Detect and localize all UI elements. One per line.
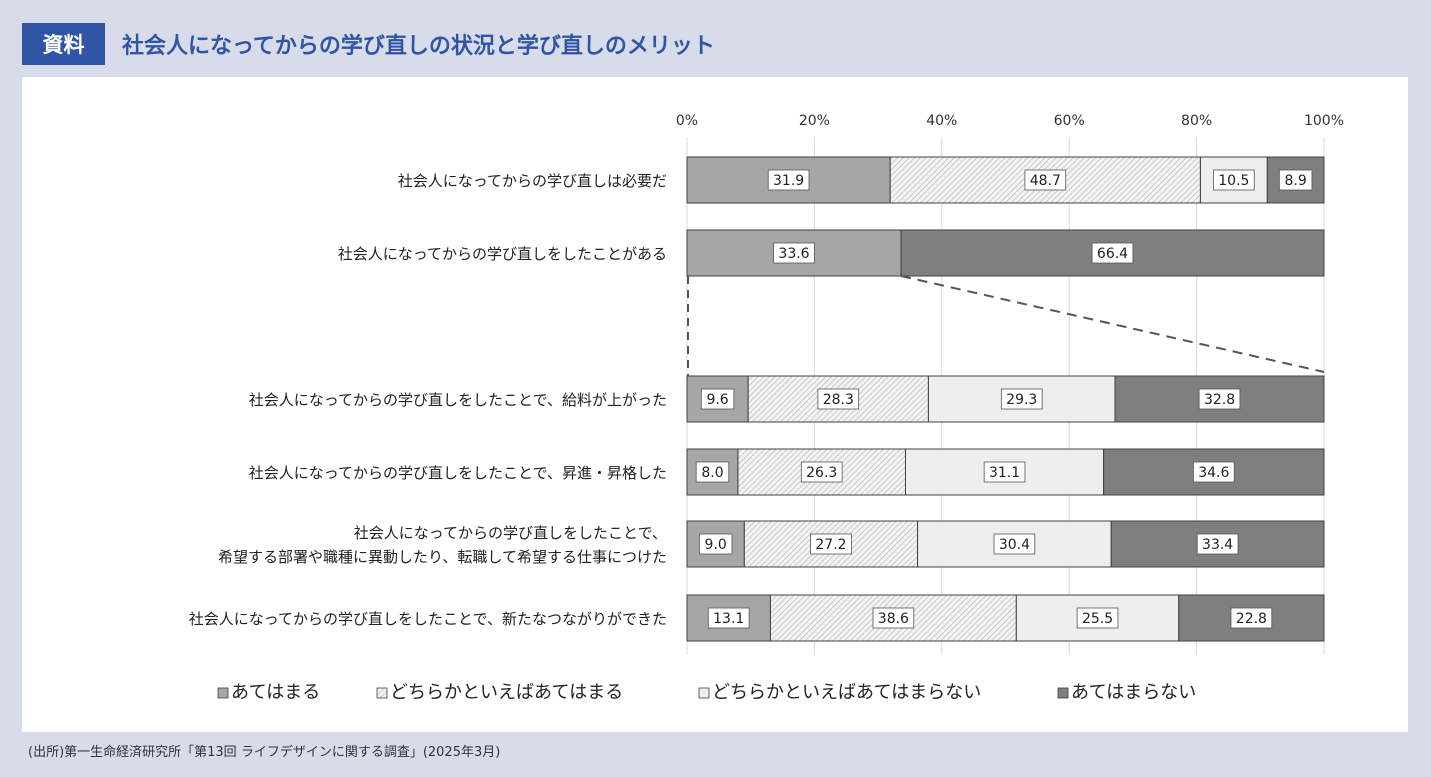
data-label-3-2: 31.1 <box>989 465 1020 481</box>
data-label-box-2-0 <box>700 388 735 410</box>
category-label-0: 社会人になってからの学び直しは必要だ <box>398 172 667 190</box>
data-label-box-4-3 <box>1196 533 1239 555</box>
data-label-3-3: 34.6 <box>1198 465 1229 481</box>
data-label-5-1: 38.6 <box>878 611 909 627</box>
data-label-5-2: 25.5 <box>1082 611 1113 627</box>
chart-title: 社会人になってからの学び直しの状況と学び直しのメリット <box>122 34 715 59</box>
data-label-box-4-1 <box>810 533 852 555</box>
tick-label-0: 0% <box>676 113 698 129</box>
data-label-box-5-1 <box>872 607 915 629</box>
data-label-box-0-3 <box>1278 169 1313 191</box>
data-label-box-4-0 <box>698 533 733 555</box>
header: 資料 社会人になってからの学び直しの状況と学び直しのメリット <box>22 23 715 65</box>
data-label-2-2: 29.3 <box>1006 392 1037 408</box>
category-label-3: 社会人になってからの学び直しをしたことで、昇進・昇格した <box>249 464 667 482</box>
category-label-4-line-0: 社会人になってからの学び直しをしたことで、 <box>354 524 667 542</box>
data-label-4-1: 27.2 <box>815 537 846 553</box>
data-label-box-0-1 <box>1024 169 1067 191</box>
data-label-0-1: 48.7 <box>1030 173 1061 189</box>
legend-swatch-0 <box>217 687 229 699</box>
bar-segment-1-1 <box>900 229 1325 277</box>
data-label-box-2-3 <box>1198 388 1241 410</box>
data-label-1-0: 33.6 <box>778 246 809 262</box>
data-label-box-1-0 <box>773 242 815 264</box>
data-label-2-1: 28.3 <box>823 392 854 408</box>
data-label-4-0: 9.0 <box>705 537 727 553</box>
legend-swatch-3 <box>1057 687 1069 699</box>
data-label-0-2: 10.5 <box>1218 173 1249 189</box>
data-label-box-3-0 <box>695 461 730 483</box>
data-label-box-5-0 <box>707 607 750 629</box>
bar-segment-0-2 <box>1199 156 1268 204</box>
data-label-5-0: 13.1 <box>713 611 744 627</box>
legend-label-2: どちらかといえばあてはまらない <box>712 682 981 703</box>
data-label-box-0-0 <box>767 169 810 191</box>
category-label-4-line-1: 希望する部署や職種に異動したり、転職して希望する仕事につけた <box>218 548 667 566</box>
data-label-1-1: 66.4 <box>1097 246 1128 262</box>
header-tag: 資料 <box>22 23 105 65</box>
data-label-box-3-3 <box>1192 461 1235 483</box>
legend-swatch-2 <box>698 687 710 699</box>
tick-label-80: 80% <box>1181 113 1212 129</box>
tick-label-100: 100% <box>1304 113 1344 129</box>
data-label-box-5-2 <box>1076 607 1119 629</box>
category-label-2: 社会人になってからの学び直しをしたことで、給料が上がった <box>249 391 667 409</box>
legend-swatch-1 <box>376 687 388 699</box>
data-label-0-3: 8.9 <box>1285 173 1307 189</box>
data-label-box-3-2 <box>983 461 1026 483</box>
data-label-2-0: 9.6 <box>706 392 728 408</box>
data-label-box-2-2 <box>1000 388 1043 410</box>
tick-label-40: 40% <box>926 113 957 129</box>
data-label-box-1-1 <box>1091 242 1134 264</box>
connector-right <box>900 275 1325 373</box>
legend-label-3: あてはまらない <box>1071 682 1196 703</box>
tick-label-60: 60% <box>1054 113 1085 129</box>
category-label-1: 社会人になってからの学び直しをしたことがある <box>338 245 667 263</box>
data-label-box-0-2 <box>1213 169 1255 191</box>
source-note: (出所)第一生命経済研究所「第13回 ライフデザインに関する調査」(2025年3… <box>28 745 501 760</box>
stacked-bar-chart: 0% 20% 40% 60% 80% 100% 31.9 48.7 10.5 8.9 33.6 66… <box>189 113 1344 703</box>
bar-segment-0-0 <box>686 156 891 204</box>
data-label-4-3: 33.4 <box>1202 537 1233 553</box>
data-label-3-1: 26.3 <box>806 465 837 481</box>
data-label-box-3-1 <box>800 461 843 483</box>
data-label-0-0: 31.9 <box>773 173 804 189</box>
data-label-box-4-2 <box>993 533 1036 555</box>
data-label-4-2: 30.4 <box>999 537 1030 553</box>
legend-label-1: どちらかといえばあてはまる <box>390 682 623 703</box>
legend-label-0: あてはまる <box>231 682 320 703</box>
tick-label-20: 20% <box>799 113 830 129</box>
data-label-5-3: 22.8 <box>1236 611 1267 627</box>
data-label-2-3: 32.8 <box>1204 392 1235 408</box>
data-label-3-0: 8.0 <box>701 465 723 481</box>
category-label-5: 社会人になってからの学び直しをしたことで、新たなつながりができた <box>189 610 667 628</box>
data-label-box-5-3 <box>1230 607 1273 629</box>
chart-panel: 0% 20% 40% 60% 80% 100% 31.9 48.7 10.5 8.9 33.6 66… <box>22 77 1408 732</box>
data-label-box-2-1 <box>817 388 860 410</box>
